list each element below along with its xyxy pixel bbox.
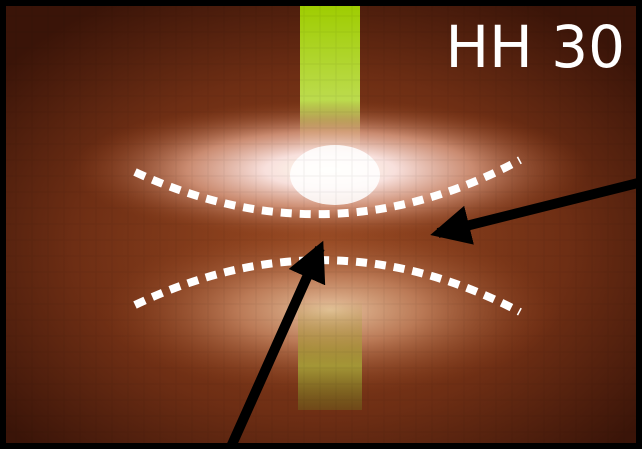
page: {"label": "HH 30"}: [0, 0, 642, 449]
hh30-image: HH 30: [0, 0, 642, 449]
object-label: HH 30: [446, 13, 625, 81]
